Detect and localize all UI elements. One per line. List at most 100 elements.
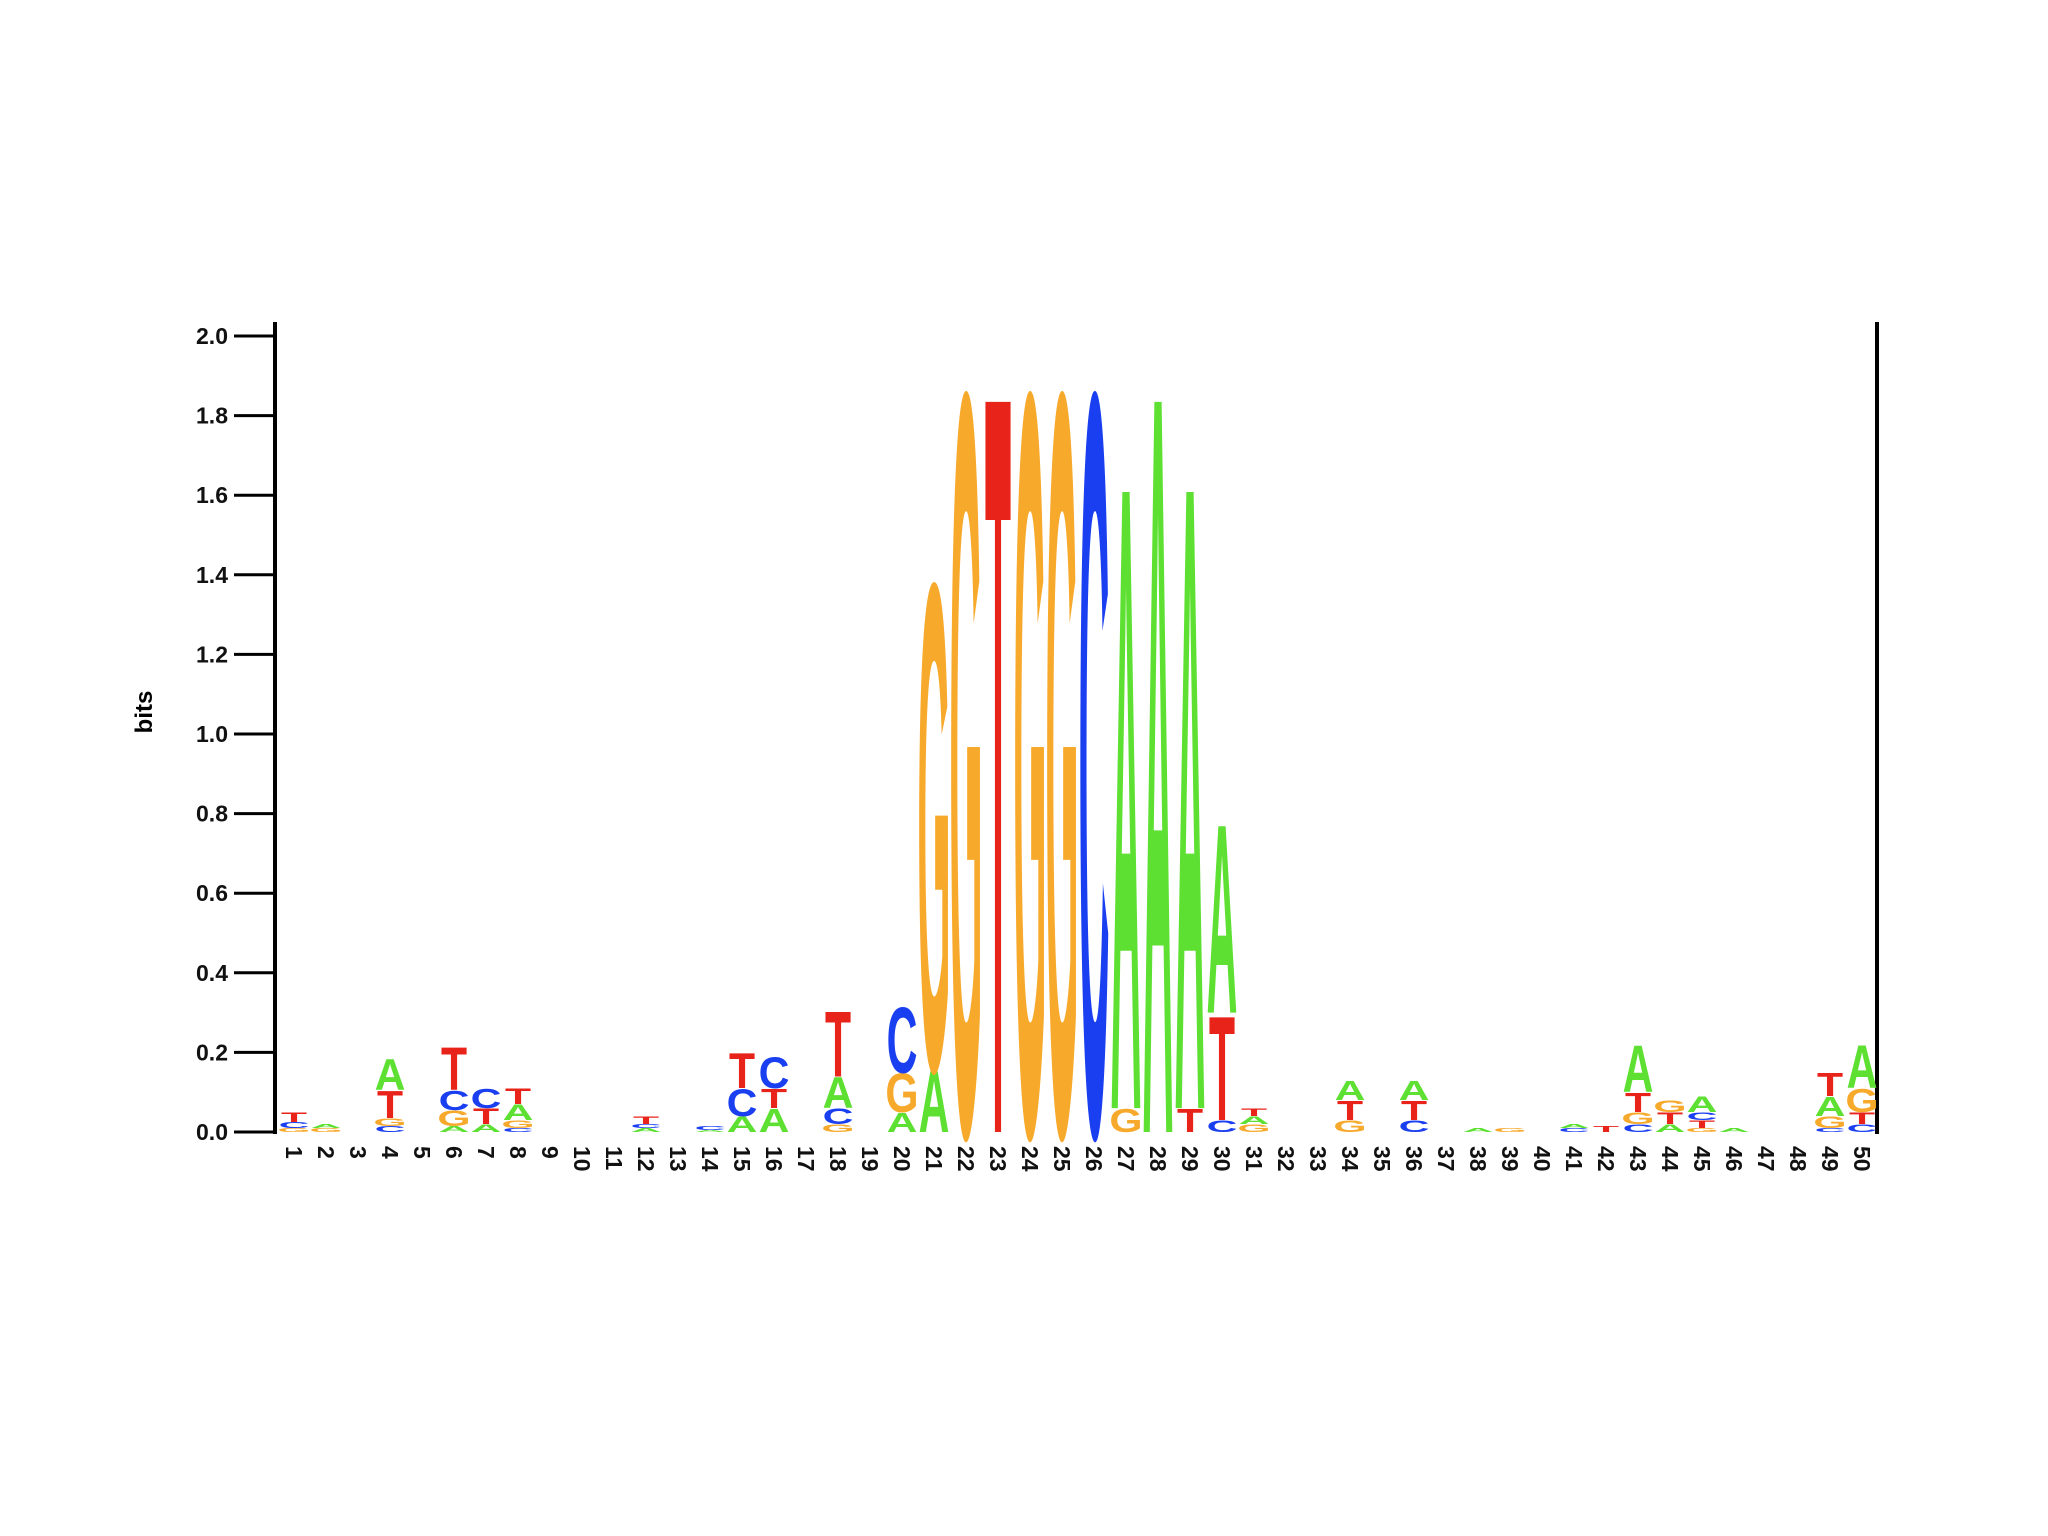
y-axis-label: bits [131, 691, 158, 734]
logo-letter: G [917, 437, 950, 1216]
logo-letter: A [695, 1130, 726, 1133]
logo-letter: T [473, 1105, 499, 1130]
x-tick-label: 14 [697, 1146, 723, 1172]
x-tick-label: 37 [1433, 1146, 1459, 1172]
logo-letter: C [759, 1050, 790, 1099]
x-tick-label: 38 [1465, 1146, 1491, 1172]
logo-letter: A [1655, 1122, 1686, 1134]
logo-letter: G [1045, 173, 1078, 1359]
x-tick-label: 17 [793, 1146, 819, 1172]
plot-area: 0.00.20.40.60.81.01.21.41.61.82.01GCT2GA… [196, 173, 1879, 1359]
x-tick-label: 4 [377, 1146, 403, 1159]
logo-letter: A [1175, 299, 1206, 1299]
x-tick-label: 40 [1529, 1146, 1555, 1172]
x-tick-label: 10 [569, 1146, 595, 1172]
x-tick-label: 18 [825, 1146, 851, 1172]
x-tick-label: 21 [921, 1146, 947, 1172]
y-tick-label: 0.4 [196, 960, 228, 986]
y-tick-label: 0.6 [196, 880, 228, 906]
y-tick-label: 2.0 [196, 323, 228, 349]
y-tick-label: 1.0 [196, 721, 228, 747]
logo-letter: C [279, 1120, 310, 1129]
y-tick-label: 1.2 [196, 641, 228, 667]
logo-letter: A [1399, 1075, 1430, 1107]
logo-letter: G [437, 1107, 470, 1132]
logo-letter: T [377, 1083, 403, 1127]
x-tick-label: 28 [1145, 1146, 1171, 1172]
logo-letter: T [1657, 1109, 1683, 1127]
logo-letter: A [919, 1052, 950, 1151]
logo-letter: C [695, 1125, 726, 1131]
logo-letter: G [1237, 1122, 1270, 1134]
logo-letter: G [949, 173, 982, 1359]
x-tick-label: 47 [1753, 1146, 1779, 1172]
logo-letter: C [631, 1123, 662, 1129]
logo-letter: G [373, 1116, 406, 1128]
logo-letter: T [825, 993, 851, 1097]
x-tick-label: 20 [889, 1146, 915, 1172]
y-tick-label: 0.0 [196, 1119, 228, 1145]
logo-letter: C [1079, 173, 1110, 1359]
logo-letter: T [1849, 1109, 1875, 1127]
logo-letter: A [1335, 1075, 1366, 1107]
logo-letter: T [1401, 1095, 1427, 1127]
logo-letter: T [1625, 1087, 1651, 1119]
logo-letter: T [729, 1043, 755, 1099]
logo-letter: A [1239, 1114, 1270, 1126]
x-tick-label: 24 [1017, 1146, 1043, 1172]
logo-letter: A [311, 1123, 342, 1129]
logo-letter: G [501, 1118, 534, 1130]
x-tick-label: 35 [1369, 1146, 1395, 1172]
logo-letter: A [1111, 299, 1142, 1299]
logo-letter: C [887, 989, 918, 1093]
logo-letter: A [375, 1052, 406, 1101]
logo-letter: G [1493, 1127, 1526, 1133]
logo-letter: T [985, 173, 1011, 1359]
logo-letter: G [1621, 1109, 1654, 1127]
x-tick-label: 45 [1689, 1146, 1715, 1172]
logo-letter: C [1815, 1127, 1846, 1133]
logo-letter: C [1559, 1127, 1590, 1133]
logo-letter: C [375, 1124, 406, 1133]
logo-letter: A [1719, 1127, 1750, 1133]
x-tick-label: 2 [313, 1146, 339, 1159]
logo-letter: A [439, 1124, 470, 1133]
logo-letter: T [505, 1085, 531, 1110]
logo-letter: G [885, 1063, 918, 1125]
logo-letter: T [1177, 1102, 1203, 1139]
logo-letter: G [1653, 1097, 1686, 1115]
x-tick-label: 49 [1817, 1146, 1843, 1172]
x-tick-label: 1 [281, 1146, 307, 1159]
logo-letter: G [1333, 1117, 1366, 1135]
x-tick-label: 41 [1561, 1146, 1587, 1172]
logo-letter: T [1337, 1095, 1363, 1127]
x-tick-label: 12 [633, 1146, 659, 1172]
logo-letter: A [1559, 1123, 1590, 1129]
x-tick-label: 23 [985, 1146, 1011, 1172]
x-tick-label: 13 [665, 1146, 691, 1172]
logo-letter: T [1593, 1124, 1619, 1133]
x-tick-label: 36 [1401, 1146, 1427, 1172]
logo-letter: C [1207, 1117, 1238, 1135]
x-tick-label: 19 [857, 1146, 883, 1172]
x-tick-label: 5 [409, 1146, 435, 1159]
logo-letter: G [309, 1127, 342, 1133]
x-tick-label: 8 [505, 1146, 531, 1159]
logo-letter: T [1241, 1106, 1267, 1118]
logo-letter: C [823, 1105, 854, 1130]
logo-letter: C [1399, 1117, 1430, 1135]
x-tick-label: 44 [1657, 1146, 1683, 1172]
x-tick-label: 11 [601, 1146, 627, 1171]
logo-letter: A [471, 1122, 502, 1134]
logo-letter: C [1687, 1110, 1718, 1122]
logo-letter: T [1209, 987, 1235, 1153]
y-tick-label: 1.4 [196, 562, 228, 588]
x-tick-label: 33 [1305, 1146, 1331, 1172]
logo-letter: C [1623, 1122, 1654, 1134]
x-tick-label: 29 [1177, 1146, 1203, 1172]
logo-letter: G [1109, 1102, 1142, 1139]
x-tick-label: 46 [1721, 1146, 1747, 1172]
logo-letter: T [1817, 1067, 1843, 1104]
